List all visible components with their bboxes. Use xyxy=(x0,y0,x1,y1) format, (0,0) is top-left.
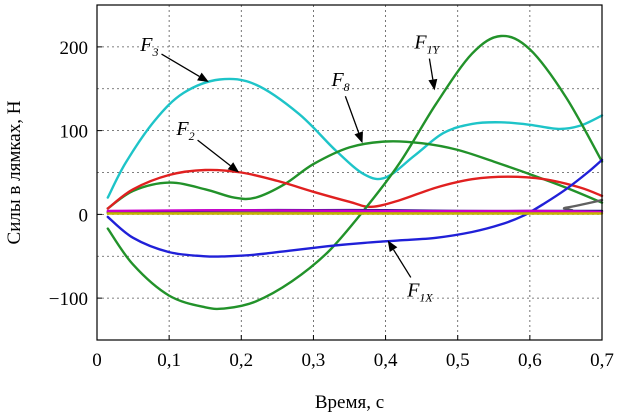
y-tick-label: −100 xyxy=(49,289,88,310)
series-label-f2: F2 xyxy=(175,118,194,143)
annotation-arrow-head xyxy=(227,162,240,173)
grid-lines xyxy=(97,5,602,340)
annotation-arrow-line xyxy=(161,53,200,78)
series-line-f1x xyxy=(106,158,604,258)
y-tick-label: 0 xyxy=(79,205,89,226)
annotation-arrow-line xyxy=(428,58,434,80)
series-line-f3 xyxy=(106,77,604,199)
series-line-f2 xyxy=(106,168,604,210)
series-label-f1y: F1Y xyxy=(413,32,440,57)
annotation-arrow-head xyxy=(354,131,363,144)
x-tick-label: 0,6 xyxy=(518,350,542,371)
x-axis-title: Время, с xyxy=(315,392,384,413)
plot-area-frame xyxy=(96,4,603,341)
annotation-arrow-line xyxy=(197,139,231,167)
ticks: 0 0,1 0,2 0,3 0,4 0,5 0,6 0,7 −100 0 100 200 xyxy=(49,38,614,371)
series-line-f8 xyxy=(106,140,604,210)
x-tick-label: 0,7 xyxy=(590,350,614,371)
x-tick-label: 0,4 xyxy=(374,350,398,371)
series-label-f8: F8 xyxy=(330,69,349,94)
x-tick-label: 0,2 xyxy=(229,350,253,371)
annotation-arrow-line xyxy=(344,96,360,134)
series-line-f1y xyxy=(106,34,604,311)
series-line-unlabeled-7 xyxy=(106,209,604,214)
annotation-arrow-head xyxy=(197,72,209,83)
series-label-f1x: F1X xyxy=(406,279,433,304)
annotation-arrow-head xyxy=(428,78,438,91)
annotation-arrow-head xyxy=(387,240,398,253)
x-tick-label: 0,1 xyxy=(157,350,181,371)
x-tick-label: 0,5 xyxy=(446,350,470,371)
y-tick-label: 100 xyxy=(60,122,89,143)
y-tick-label: 200 xyxy=(60,38,89,59)
annotation-arrow-line xyxy=(392,249,412,278)
y-axis-title: Силы в лямках, Н xyxy=(4,100,25,244)
x-tick-label: 0,3 xyxy=(302,350,326,371)
x-tick-label: 0 xyxy=(92,350,102,371)
annotations: F3 F2 F8 F1Y F1X xyxy=(139,32,440,305)
series-label-f3: F3 xyxy=(139,34,158,59)
series-lines xyxy=(106,34,604,311)
